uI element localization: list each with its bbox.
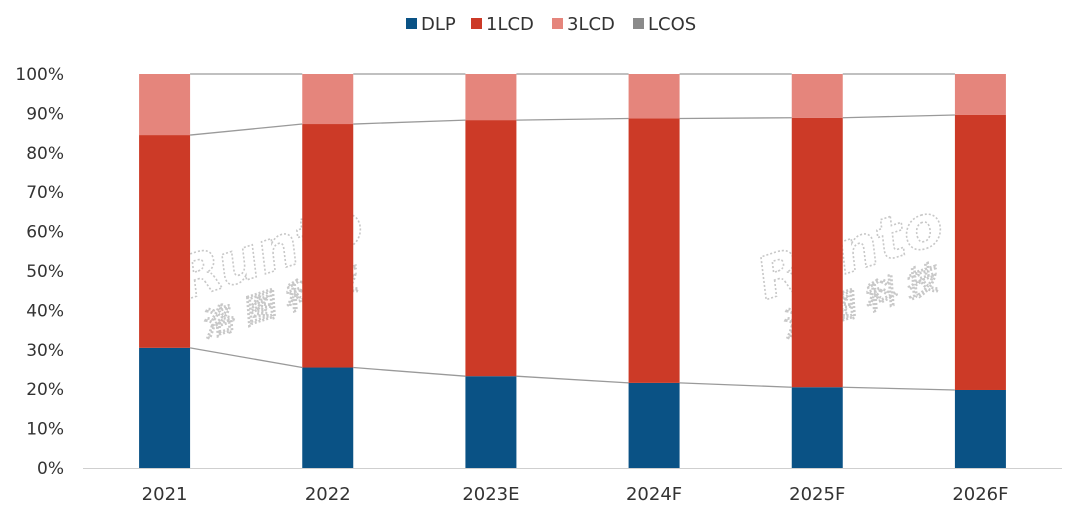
bar-3lcd-2022 <box>302 74 354 125</box>
series-line-1lcd <box>190 123 303 136</box>
legend-item-lcos: LCOS <box>633 14 696 35</box>
legend-swatch <box>633 18 644 29</box>
legend-swatch <box>471 18 482 29</box>
legend: DLP 1LCD 3LCD LCOS <box>406 14 696 35</box>
x-tick-label: 2021 <box>142 484 188 505</box>
series-line-dlp <box>516 375 629 384</box>
bar-1lcd-2023e <box>465 120 517 377</box>
bar-dlp-2022 <box>302 367 354 468</box>
legend-swatch <box>406 18 417 29</box>
legend-item-1lcd: 1LCD <box>471 14 534 35</box>
bar-1lcd-2025f <box>791 117 843 388</box>
bar-3lcd-2023e <box>465 74 517 121</box>
y-tick-label: 50% <box>26 262 64 282</box>
legend-label: LCOS <box>648 14 696 35</box>
series-line-dlp <box>679 382 792 388</box>
bar-3lcd-2021 <box>139 74 191 136</box>
bar-1lcd-2026f <box>954 114 1006 390</box>
y-tick-label: 0% <box>37 459 64 479</box>
y-tick-label: 80% <box>26 144 64 164</box>
series-line-1lcd <box>516 117 629 121</box>
legend-item-3lcd: 3LCD <box>552 14 615 35</box>
x-tick-label: 2022 <box>305 484 351 505</box>
legend-label: 3LCD <box>567 14 615 35</box>
y-tick-label: 40% <box>26 301 64 321</box>
x-tick-label: 2026F <box>952 484 1008 505</box>
axes: 0% 10% 20% 30% 40% 50% 60% 70% 80% 90% 100% 2021 202… <box>15 65 1062 505</box>
legend-label: 1LCD <box>486 14 534 35</box>
bar-3lcd-2025f <box>791 74 843 118</box>
bar-1lcd-2024f <box>628 118 680 383</box>
y-tick-label: 20% <box>26 380 64 400</box>
bar-3lcd-2026f <box>954 74 1006 115</box>
bar-dlp-2024f <box>628 382 680 468</box>
legend-item-dlp: DLP <box>406 14 456 35</box>
x-tick-label: 2025F <box>789 484 845 505</box>
y-tick-label: 70% <box>26 183 64 203</box>
legend-label: DLP <box>421 14 456 35</box>
bar-1lcd-2022 <box>302 124 354 368</box>
y-tick-label: 10% <box>26 420 64 440</box>
y-tick-label: 30% <box>26 341 64 361</box>
bar-dlp-2021 <box>139 347 191 468</box>
legend-swatch <box>552 18 563 29</box>
y-tick-label: 60% <box>26 223 64 243</box>
series-connector-lines <box>189 73 955 391</box>
series-line-dlp <box>189 347 303 369</box>
series-line-1lcd <box>353 119 466 125</box>
x-tick-label: 2024F <box>626 484 682 505</box>
bar-dlp-2025f <box>791 387 843 468</box>
x-tick-label: 2023E <box>462 484 519 505</box>
bar-dlp-2023e <box>465 376 517 468</box>
series-line-dlp <box>842 386 955 391</box>
bar-3lcd-2024f <box>628 74 680 119</box>
series-line-dlp <box>353 366 466 377</box>
bar-1lcd-2021 <box>139 135 191 348</box>
bar-dlp-2026f <box>954 389 1006 468</box>
series-line-1lcd <box>679 117 792 120</box>
y-tick-label: 100% <box>15 65 64 85</box>
y-tick-label: 90% <box>26 104 64 124</box>
series-line-1lcd <box>842 114 955 119</box>
bars <box>139 74 1006 468</box>
